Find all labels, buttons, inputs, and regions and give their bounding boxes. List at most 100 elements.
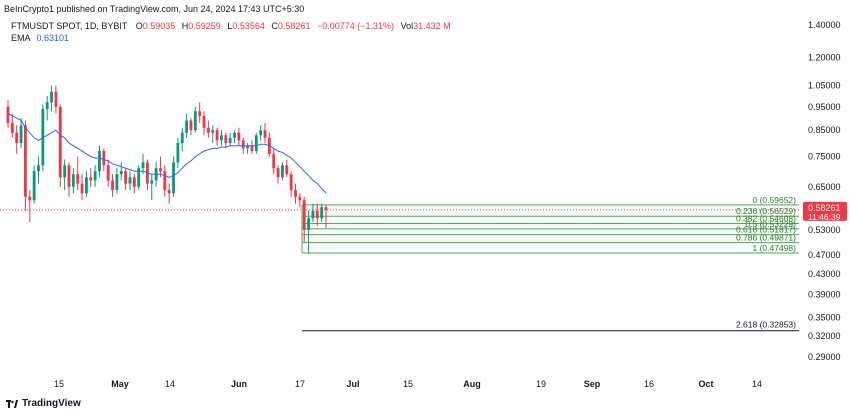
- x-tick-label: 14: [165, 379, 175, 389]
- candle-body: [281, 165, 284, 178]
- candle-body: [185, 120, 189, 133]
- ema-label: EMA: [11, 33, 31, 43]
- y-tick-label: 0.47000: [808, 250, 841, 260]
- x-tick-label: May: [111, 379, 129, 389]
- y-tick-label: 0.95000: [808, 102, 841, 112]
- candle-body: [167, 190, 171, 194]
- candle-body: [159, 168, 162, 172]
- candle-body: [150, 180, 154, 184]
- candle-body: [71, 174, 75, 187]
- candle-body: [141, 162, 145, 169]
- fibonacci-retracement[interactable]: 0 (0.59652)0.236 (0.56529)0.382 (0.54608…: [301, 195, 799, 332]
- candle-body: [302, 200, 306, 230]
- candle-body: [111, 180, 114, 191]
- fib-level-label: 0.786 (0.49871): [736, 233, 796, 243]
- candle-body: [89, 177, 93, 181]
- candle-body: [76, 174, 80, 184]
- y-tick-label: 1.05000: [808, 81, 841, 91]
- ema-value: 0.63101: [36, 33, 70, 43]
- price-badge-price: 0.58261: [808, 203, 841, 213]
- ema-line: [7, 113, 327, 194]
- candle-body: [80, 183, 84, 194]
- candle-body: [115, 174, 119, 191]
- x-tick-label: 16: [644, 379, 654, 389]
- close-label: C: [271, 21, 278, 31]
- candle-body: [98, 151, 101, 172]
- candle-body: [24, 125, 27, 197]
- footer-brand-label: TradingView: [22, 398, 81, 409]
- fib-extension-label: 2.618 (0.32853): [736, 320, 796, 330]
- candle-body: [250, 145, 254, 152]
- candle-body: [176, 143, 180, 163]
- candle-body: [237, 132, 241, 141]
- candle-body: [285, 165, 289, 175]
- volume-label: Vol: [400, 21, 414, 31]
- y-tick-label: 0.35000: [808, 312, 841, 322]
- y-axis: 1.40000 1.20000 1.05000 0.95000 0.85000 0.750…: [808, 20, 841, 362]
- candle-body: [307, 218, 310, 230]
- candle-body: [263, 130, 267, 138]
- candle-body: [324, 207, 328, 210]
- tradingview-logo-icon: [6, 399, 18, 408]
- high-value: 0.59259: [188, 21, 221, 31]
- open-value: 0.59035: [142, 21, 176, 31]
- fib-zone: [302, 234, 799, 243]
- publisher-line: BeInCrypto1 published on TradingView.com…: [4, 4, 305, 14]
- fib-zone: [302, 216, 799, 223]
- low-value: 0.53564: [232, 21, 265, 31]
- fib-level-label: 1 (0.47498): [753, 243, 797, 253]
- candle-body: [215, 130, 219, 141]
- candle-body: [206, 127, 210, 133]
- low-label: L: [227, 21, 233, 31]
- ema-series-line: [7, 113, 327, 194]
- fib-zone: [302, 204, 799, 217]
- candle-body: [211, 130, 215, 133]
- y-tick-label: 0.65000: [808, 182, 841, 192]
- candle-body: [224, 135, 228, 144]
- candle-body: [198, 111, 202, 116]
- high-label: H: [181, 21, 189, 31]
- candle-body: [58, 106, 62, 178]
- candle-body: [202, 115, 206, 128]
- candle-body: [298, 196, 302, 201]
- symbol-label[interactable]: FTMUSDT SPOT, 1D, BYBIT: [11, 21, 128, 31]
- candle-body: [45, 102, 49, 110]
- candle-body: [241, 140, 245, 149]
- candle-body: [315, 210, 319, 219]
- y-tick-label: 0.85000: [808, 125, 841, 135]
- x-tick-label: Aug: [463, 379, 481, 389]
- price-badge-countdown: 11:46:39: [808, 212, 841, 222]
- candle-body: [6, 106, 10, 123]
- candle-body: [37, 165, 40, 172]
- candle-body: [220, 135, 223, 141]
- y-tick-label: 1.40000: [808, 20, 841, 30]
- candle-body: [320, 207, 324, 219]
- candle-body: [84, 177, 88, 194]
- x-tick-label: 19: [536, 379, 546, 389]
- x-tick-label: Sep: [584, 379, 601, 389]
- price-badge: 0.58261 11:46:39: [803, 201, 847, 222]
- x-tick-label: 15: [403, 379, 413, 389]
- candle-body: [41, 109, 45, 166]
- candle-body: [294, 190, 297, 197]
- y-tick-label: 0.75000: [808, 152, 841, 162]
- candle-body: [54, 91, 58, 107]
- candle-body: [132, 177, 136, 187]
- candle-body: [254, 135, 258, 152]
- x-tick-label: 14: [752, 379, 762, 389]
- y-tick-label: 0.39000: [808, 290, 841, 300]
- candle-body: [67, 165, 71, 187]
- footer-brand[interactable]: TradingView: [6, 398, 81, 409]
- y-tick-label: 1.20000: [808, 53, 841, 63]
- candle-body: [15, 132, 19, 144]
- volume-value: 31.432 M: [413, 21, 451, 31]
- ema-legend[interactable]: EMA 0.63101: [11, 33, 69, 43]
- fib-level-label: 0 (0.59652): [753, 195, 797, 205]
- candle-body: [119, 171, 123, 175]
- candle-body: [193, 111, 197, 131]
- candle-body: [19, 125, 23, 144]
- candle-body: [28, 196, 32, 201]
- x-tick-label: 15: [54, 379, 64, 389]
- candle-body: [10, 122, 14, 133]
